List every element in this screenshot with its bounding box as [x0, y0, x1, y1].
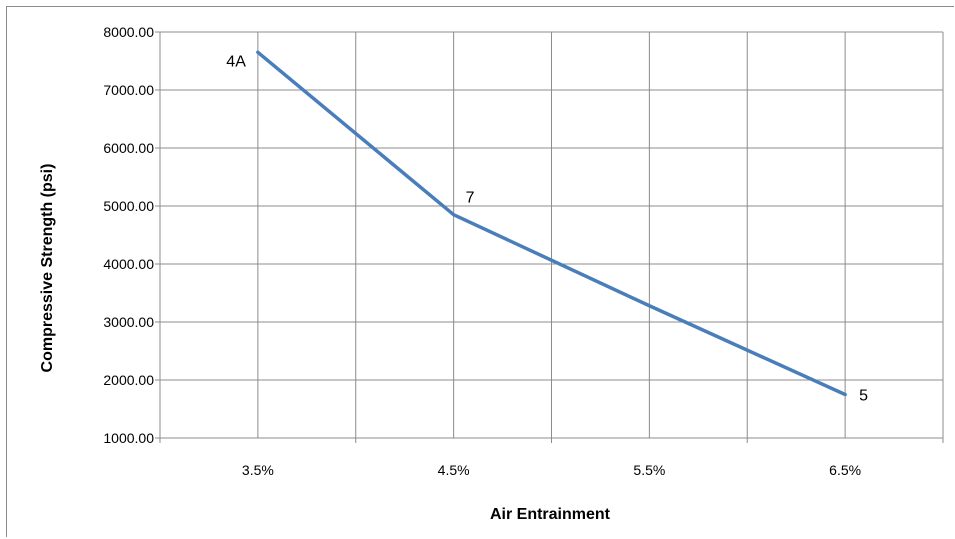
y-tick-label: 4000.00: [103, 256, 154, 272]
y-tick-label: 5000.00: [103, 198, 154, 214]
x-tick-label: 3.5%: [242, 462, 274, 478]
x-tick-label: 6.5%: [829, 462, 861, 478]
y-tick-labels: 1000.00 2000.00 3000.00 4000.00 5000.00 6000.…: [103, 24, 154, 446]
y-tick-label: 1000.00: [103, 430, 154, 446]
series-lines: [256, 50, 847, 397]
data-label: 5: [859, 388, 868, 405]
y-tick-label: 8000.00: [103, 24, 154, 40]
data-point-labels: 4A 7 5: [226, 53, 868, 404]
data-label: 7: [466, 190, 475, 207]
grid-lines: [160, 31, 944, 438]
x-tick-labels: 3.5% 4.5% 5.5% 6.5%: [242, 462, 861, 478]
y-tick-label: 2000.00: [103, 372, 154, 388]
x-tick-label: 5.5%: [633, 462, 665, 478]
y-tick-label: 3000.00: [103, 314, 154, 330]
x-tick-label: 4.5%: [438, 462, 470, 478]
y-axis-title: Compressive Strength (psi): [39, 164, 56, 373]
series-line: [256, 50, 847, 397]
y-tick-label: 6000.00: [103, 140, 154, 156]
data-label: 4A: [226, 53, 246, 70]
chart-frame: [6, 6, 954, 537]
y-tick-label: 7000.00: [103, 82, 154, 98]
x-axis-title: Air Entrainment: [490, 506, 611, 523]
axes: [155, 31, 944, 443]
